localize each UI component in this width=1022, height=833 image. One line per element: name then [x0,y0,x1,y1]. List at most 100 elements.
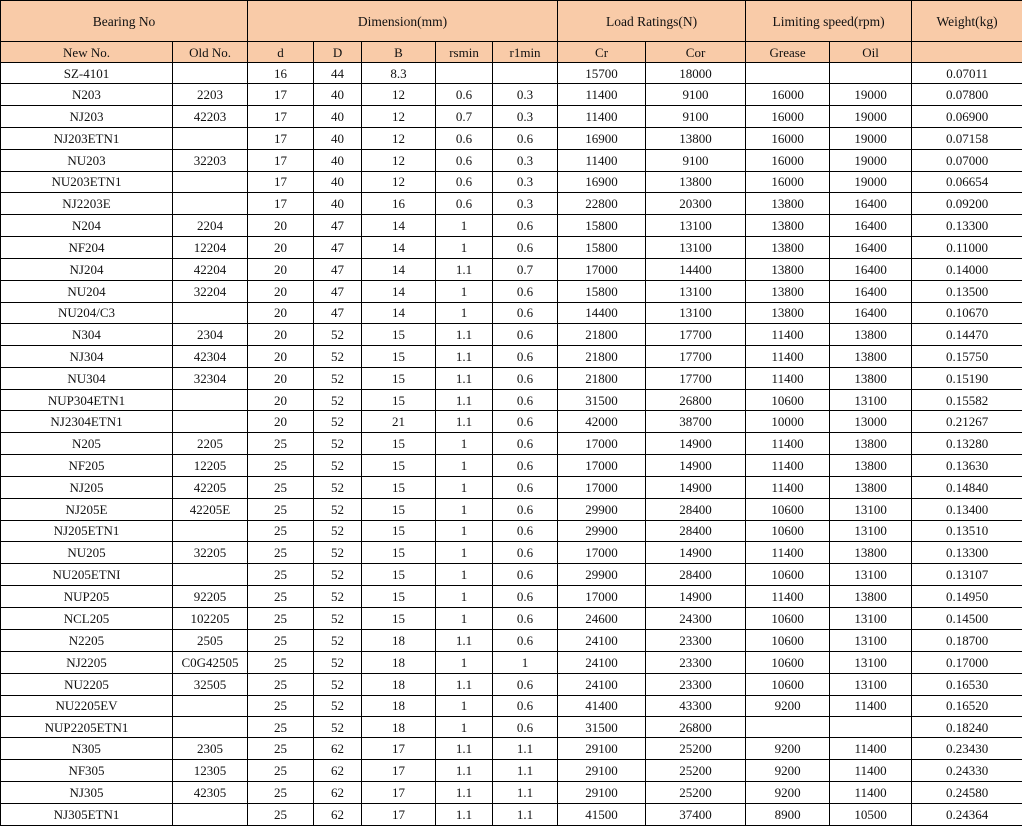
cell-new-no: NU203 [0,148,173,172]
cell-d: 17 [247,170,315,194]
cell-weight: 0.13107 [911,563,1022,586]
cell-grease: 13800 [745,235,831,259]
cell-rsmin: 1 [435,606,494,630]
cell-cr: 17000 [557,475,647,499]
cell-d: 17 [247,192,315,215]
cell-outer-d: 47 [313,279,363,303]
cell-old-no [171,388,249,412]
cell-grease: 10600 [745,606,831,630]
cell-rsmin: 1.1 [435,803,494,826]
cell-weight: 0.14000 [911,257,1022,281]
cell-d: 25 [247,803,315,826]
cell-b: 15 [361,453,437,477]
table-row: NJ305ETN1 25 62 17 1.1 1.1 41500 37400 8900 10500… [0,803,1022,826]
cell-outer-d: 47 [313,301,363,324]
cell-r1min: 0.6 [492,475,559,499]
cell-grease: 9200 [745,737,831,761]
cell-outer-d: 62 [313,781,363,805]
cell-weight: 0.23430 [911,737,1022,761]
table-row: NU203ETN1 17 40 12 0.6 0.3 16900 13800 16000 1900… [0,170,1022,194]
cell-new-no: NF205 [0,453,173,477]
cell-rsmin [435,61,494,85]
cell-rsmin: 1 [435,497,494,521]
cell-outer-d: 40 [313,127,363,150]
cell-b: 15 [361,497,437,521]
table-row: SZ-4101 16 44 8.3 15700 18000 0.07011 [0,61,1022,85]
cell-b: 15 [361,519,437,543]
cell-cr: 17000 [557,584,647,608]
cell-cor: 13100 [645,279,747,303]
cell-new-no: NCL205 [0,606,173,630]
cell-r1min: 0.6 [492,541,559,565]
cell-old-no: 32304 [171,366,249,390]
cell-b: 12 [361,127,437,150]
cell-r1min: 0.6 [492,322,559,346]
table-row: NU204 32204 20 47 14 1 0.6 15800 13100 13800 16400… [0,279,1022,303]
cell-rsmin: 1 [435,563,494,586]
cell-rsmin: 1.1 [435,366,494,390]
cell-outer-d: 52 [313,650,363,674]
cell-new-no: NJ204 [0,257,173,281]
cell-new-no: NU2205 [0,672,173,696]
cell-old-no: 2204 [171,213,249,237]
cell-r1min [492,61,559,85]
cell-cr: 16900 [557,170,647,194]
column-header-r1min: r1min [492,41,559,63]
cell-cr: 16900 [557,127,647,150]
cell-r1min: 0.6 [492,628,559,652]
cell-cor: 37400 [645,803,747,826]
cell-oil: 16400 [829,301,913,324]
cell-d: 20 [247,366,315,390]
cell-r1min: 0.6 [492,366,559,390]
cell-r1min: 1.1 [492,737,559,761]
cell-old-no: 2203 [171,83,249,107]
cell-new-no: NJ2304ETN1 [0,410,173,433]
cell-cor: 14900 [645,453,747,477]
cell-cor: 28400 [645,497,747,521]
cell-d: 25 [247,672,315,696]
cell-rsmin: 1.1 [435,344,494,368]
cell-d: 25 [247,584,315,608]
cell-cor: 14900 [645,431,747,455]
cell-weight: 0.15750 [911,344,1022,368]
cell-d: 20 [247,235,315,259]
cell-new-no: NJ205E [0,497,173,521]
cell-oil: 10500 [829,803,913,826]
cell-oil: 19000 [829,83,913,107]
cell-b: 18 [361,672,437,696]
group-bearing-no: Bearing No [0,0,249,42]
cell-d: 25 [247,519,315,543]
cell-cor: 9100 [645,83,747,107]
cell-d: 25 [247,759,315,783]
cell-b: 18 [361,694,437,717]
cell-cr: 15800 [557,213,647,237]
cell-grease: 10600 [745,628,831,652]
cell-rsmin: 0.6 [435,148,494,172]
cell-weight: 0.14470 [911,322,1022,346]
cell-d: 25 [247,563,315,586]
cell-outer-d: 62 [313,737,363,761]
cell-r1min: 0.6 [492,301,559,324]
cell-outer-d: 52 [313,475,363,499]
cell-rsmin: 1 [435,431,494,455]
column-header-outer-d: D [313,41,363,63]
table-row: NJ305 42305 25 62 17 1.1 1.1 29100 25200 9200 1140… [0,781,1022,805]
cell-rsmin: 1.1 [435,257,494,281]
cell-b: 15 [361,388,437,412]
cell-new-no: NJ205ETN1 [0,519,173,543]
cell-rsmin: 0.6 [435,83,494,107]
cell-weight: 0.18700 [911,628,1022,652]
cell-rsmin: 1.1 [435,410,494,433]
cell-r1min: 0.6 [492,344,559,368]
cell-grease: 13800 [745,301,831,324]
cell-old-no: 42205 [171,475,249,499]
cell-oil: 16400 [829,235,913,259]
cell-grease: 11400 [745,453,831,477]
cell-new-no: SZ-4101 [0,61,173,85]
cell-oil [829,61,913,85]
column-header-new-no: New No. [0,41,173,63]
cell-oil: 13800 [829,584,913,608]
cell-b: 18 [361,715,437,739]
cell-cor: 23300 [645,650,747,674]
